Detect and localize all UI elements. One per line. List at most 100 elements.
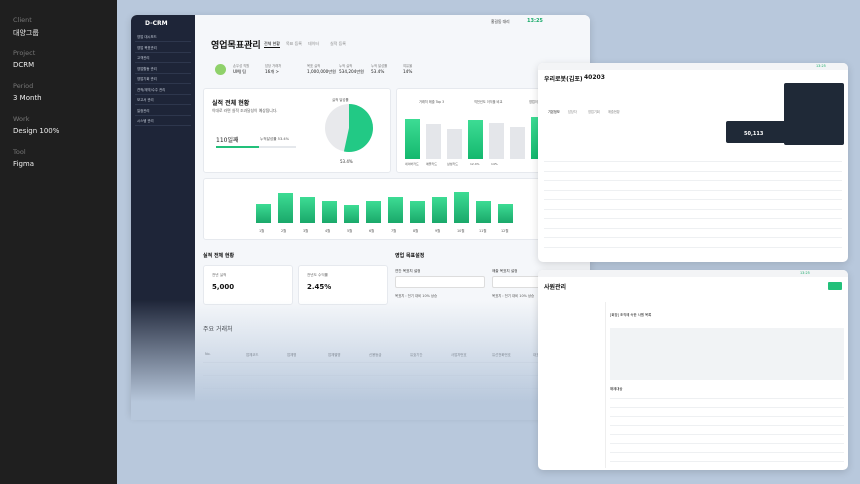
tab[interactable]: 전체 현황: [264, 41, 280, 48]
menu-item[interactable]: 영업활동 관리: [137, 66, 157, 71]
detail-row: [544, 180, 842, 181]
summary-label: 여유율: [403, 64, 413, 68]
meta-value: DCRM: [13, 61, 35, 69]
staff-title: 사원관리: [544, 284, 567, 291]
month-bar: [476, 200, 491, 223]
detail-row: [544, 208, 842, 210]
detail-popup: [784, 83, 844, 145]
card-title: 실적 전체 현황: [212, 100, 250, 107]
menu-divider: [135, 72, 191, 74]
menu-item[interactable]: 영업 목표관리: [137, 45, 157, 50]
mini-label: 네이버카드: [405, 162, 419, 166]
staff-row: [610, 407, 844, 408]
mini-bar: [405, 119, 420, 159]
tab[interactable]: 실적 등록: [330, 41, 346, 46]
goal-label: 연간 목표치 설정: [395, 269, 421, 273]
stat-value: 5,000: [212, 283, 235, 291]
mini-label: 삼성카드: [447, 162, 459, 166]
detail-row: [544, 199, 842, 200]
meta-label: Tool: [13, 148, 26, 156]
month-bar: [278, 192, 293, 223]
meta-label: Period: [13, 82, 34, 90]
brand: D-CRM: [145, 20, 168, 27]
pie: [325, 104, 373, 152]
meta-value: Design 100%: [13, 127, 60, 135]
pie-slice: [343, 104, 373, 152]
detail-tab[interactable]: 영업기회: [588, 110, 600, 114]
goal-hint: 목표치 : 전기 대비 10% 상승: [395, 294, 438, 298]
titlebar: [538, 63, 848, 70]
mini-bar: [468, 120, 483, 159]
pie-title: 실적 달성률: [332, 98, 349, 102]
menu-divider: [135, 41, 191, 42]
info-panel: Client 대양그룹 Project DCRM Period 3 Month Work De…: [0, 0, 117, 484]
staff-row: [610, 398, 844, 399]
menu-item[interactable]: 시스템 관리: [137, 119, 154, 123]
mini-value: 14%: [491, 162, 498, 166]
month-bar: [322, 200, 337, 223]
month-label: 2월: [281, 229, 287, 233]
detail-row: [544, 246, 842, 248]
summary-value: 1,000,000만원: [307, 69, 337, 74]
tab[interactable]: 데이터: [308, 41, 320, 46]
mini-value: 12.4%: [470, 162, 480, 166]
detail-amount: 50,113: [744, 131, 764, 137]
month-bar: [388, 196, 403, 223]
stat-box: 전년 실적 5,000: [203, 265, 293, 305]
goal-input[interactable]: [395, 276, 485, 288]
menu-item[interactable]: 보고서 관리: [137, 98, 154, 102]
month-bar: [410, 200, 425, 223]
clock: 13:25: [527, 18, 543, 24]
staff-row: [610, 452, 844, 453]
title: 영업목표관리: [211, 41, 261, 51]
mini-title: 거래처 매출 Top 3: [419, 100, 445, 104]
stat-label: 전년 실적: [212, 273, 227, 277]
pie-label: 53.4%: [340, 159, 353, 164]
save-button[interactable]: [828, 282, 842, 290]
month-label: 5월: [347, 229, 353, 233]
menu-divider: [135, 83, 191, 84]
tab[interactable]: 목표 등록: [286, 41, 302, 46]
summary-value: 14%: [403, 69, 413, 74]
menu-item[interactable]: 일정관리: [137, 108, 150, 113]
summary-label: 담당 거래처: [265, 64, 282, 68]
meta-label: Work: [13, 115, 30, 123]
detail-tab[interactable]: 기본정보: [548, 110, 560, 114]
menu-item[interactable]: 고객관리: [137, 56, 150, 60]
detail-tab[interactable]: 담당자: [568, 110, 577, 114]
meta-value: Figma: [13, 160, 35, 168]
staff-row: [610, 443, 844, 444]
menu-item[interactable]: 견적/계약/수주 관리: [137, 87, 166, 92]
goal-title: 영업 목표설정: [395, 253, 425, 259]
meta-value: 3 Month: [13, 94, 42, 102]
detail-row: [544, 218, 842, 219]
detail-row: [544, 161, 842, 162]
staff-clock: 13:25: [800, 271, 810, 275]
month-label: 7월: [391, 229, 397, 233]
stat-value: 2.45%: [307, 283, 332, 291]
month-bar: [344, 205, 359, 223]
menu-item[interactable]: 영업 대시보드: [137, 35, 157, 39]
month-label: 3월: [303, 229, 309, 233]
summary-label: 손우성 직원: [233, 64, 250, 68]
days: 110일째: [216, 137, 239, 144]
mini-bar: [426, 124, 441, 159]
empty-area: [610, 328, 844, 380]
card: 1월 2월 3월 4월 5월 6월 7월 8월 9월 10월 11월 12월: [203, 178, 581, 240]
month-label: 4월: [325, 229, 331, 233]
user-name: 홍길동 대리: [491, 19, 510, 24]
menu-item[interactable]: 영업기회 관리: [137, 77, 157, 81]
summary-value: 53.4%: [371, 69, 385, 74]
detail-tab[interactable]: 매출현황: [608, 110, 620, 114]
stat-box: 전년도 수익률 2.45%: [298, 265, 388, 305]
menu-divider: [135, 125, 191, 126]
mini-label: 애플카드: [426, 162, 438, 166]
summary-label: 누적 실적: [339, 64, 353, 68]
month-label: 6월: [369, 229, 375, 233]
month-label: 10월: [457, 229, 465, 233]
meta-label: Project: [13, 49, 36, 57]
staff-row: [610, 425, 844, 426]
month-label: 11월: [479, 229, 487, 233]
detail-clock: 13:25: [816, 64, 826, 68]
